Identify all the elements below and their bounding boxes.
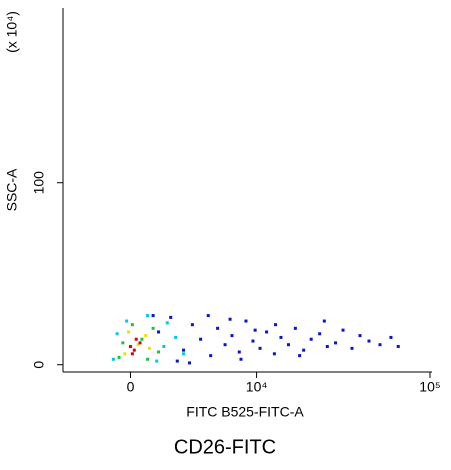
point — [140, 337, 144, 341]
point — [130, 352, 134, 356]
point — [115, 332, 119, 336]
point — [182, 352, 186, 356]
point — [206, 314, 210, 318]
point — [155, 359, 159, 363]
point — [334, 341, 338, 345]
y-tick-label: 0 — [31, 361, 47, 369]
point — [272, 352, 276, 356]
y-axis-label: SSC-A — [4, 168, 20, 211]
point — [175, 359, 179, 363]
point — [111, 357, 115, 361]
x-axis-label: FITC B525-FITC-A — [186, 404, 304, 420]
x-tick-label: 10⁴ — [246, 379, 268, 395]
point — [190, 323, 194, 327]
point — [230, 334, 234, 338]
point — [134, 337, 138, 341]
point — [216, 326, 220, 330]
point — [123, 352, 127, 356]
point — [286, 343, 290, 347]
point — [341, 328, 345, 332]
point — [279, 335, 283, 339]
point — [130, 323, 134, 327]
point — [125, 319, 129, 323]
chart-title: CD26-FITC — [174, 436, 276, 458]
point — [209, 354, 213, 358]
point — [157, 350, 161, 354]
point — [174, 335, 178, 339]
point — [151, 326, 155, 330]
point — [127, 330, 131, 334]
point — [244, 319, 248, 323]
point — [350, 346, 354, 350]
point — [169, 315, 173, 319]
point — [146, 357, 150, 361]
point — [199, 337, 203, 341]
point — [309, 337, 313, 341]
point — [157, 330, 161, 334]
point — [396, 345, 400, 349]
point — [237, 350, 241, 354]
point — [121, 341, 125, 345]
point — [298, 354, 302, 358]
point — [144, 334, 148, 338]
x-tick-label: 10⁵ — [419, 379, 440, 395]
point — [378, 343, 382, 347]
x-tick-label: 0 — [127, 379, 135, 395]
point — [325, 345, 329, 349]
point — [251, 339, 255, 343]
point — [223, 343, 227, 347]
point — [302, 348, 306, 352]
point — [132, 348, 136, 352]
point — [293, 326, 297, 330]
point — [138, 341, 142, 345]
point — [188, 361, 192, 365]
point — [128, 345, 132, 349]
point — [162, 345, 166, 349]
point — [228, 317, 232, 321]
point — [239, 357, 243, 361]
point — [165, 321, 169, 325]
point — [136, 343, 140, 347]
point — [151, 314, 155, 318]
point — [358, 334, 362, 338]
point — [253, 328, 257, 332]
point — [318, 332, 322, 336]
point — [274, 323, 278, 327]
point — [146, 314, 150, 318]
point — [367, 339, 371, 343]
point — [117, 355, 121, 359]
point — [322, 319, 326, 323]
point — [182, 348, 186, 352]
y-tick-label: 100 — [31, 171, 47, 195]
point — [265, 330, 269, 334]
point — [389, 335, 393, 339]
point — [258, 346, 262, 350]
point — [147, 346, 151, 350]
y-multiplier: (x 10⁴) — [4, 11, 20, 53]
